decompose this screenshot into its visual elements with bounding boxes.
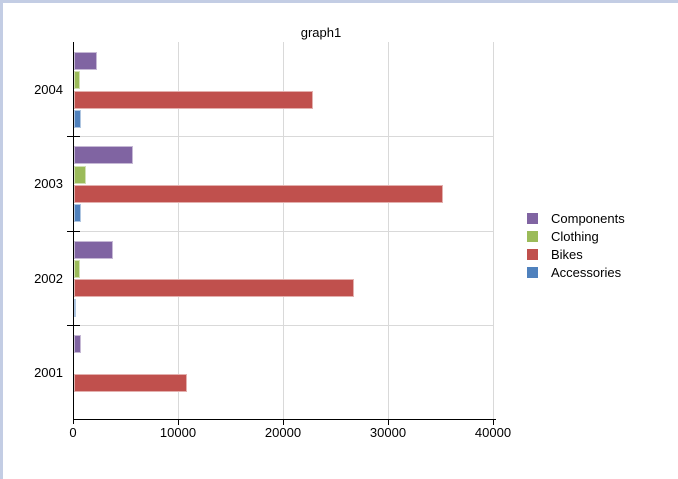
gridline-x-20000 bbox=[283, 42, 284, 419]
bar-components-2003 bbox=[74, 146, 133, 165]
legend-label-accessories: Accessories bbox=[551, 265, 622, 280]
bar-bikes-2002 bbox=[74, 279, 355, 298]
y-axis-line bbox=[73, 42, 74, 424]
x-tick-40000 bbox=[493, 420, 494, 425]
bar-clothing-2002 bbox=[74, 259, 80, 278]
bar-clothing-2003 bbox=[74, 165, 87, 184]
gridline-category-separator bbox=[73, 231, 493, 232]
legend-label-components: Components bbox=[551, 211, 625, 226]
bar-components-2001 bbox=[74, 334, 81, 353]
x-axis-label-40000: 40000 bbox=[474, 425, 512, 440]
y-axis-label-2003: 2003 bbox=[34, 176, 63, 192]
chart-title: graph1 bbox=[300, 25, 342, 40]
bar-bikes-2004 bbox=[74, 90, 314, 109]
bar-clothing-2004 bbox=[74, 71, 80, 90]
legend: Components Clothing Bikes Accessories bbox=[527, 211, 625, 284]
legend-label-bikes: Bikes bbox=[551, 247, 583, 262]
legend-swatch-accessories bbox=[527, 267, 538, 278]
category-tick bbox=[67, 325, 80, 326]
gridline-category-separator bbox=[73, 325, 493, 326]
gridline-category-separator bbox=[73, 136, 493, 137]
bar-components-2004 bbox=[74, 52, 98, 70]
x-axis-label-0: 0 bbox=[69, 425, 77, 440]
x-tick-30000 bbox=[388, 420, 389, 425]
gridline-x-40000 bbox=[493, 42, 494, 419]
category-tick bbox=[67, 231, 80, 232]
bar-accessories-2002 bbox=[74, 298, 76, 317]
x-axis-label-20000: 20000 bbox=[264, 425, 302, 440]
category-tick bbox=[67, 136, 80, 137]
y-axis-label-2004: 2004 bbox=[34, 82, 63, 98]
legend-item-clothing: Clothing bbox=[527, 229, 625, 244]
gridline-x-30000 bbox=[388, 42, 389, 419]
bar-bikes-2001 bbox=[74, 373, 188, 392]
legend-item-bikes: Bikes bbox=[527, 247, 625, 262]
legend-item-accessories: Accessories bbox=[527, 265, 625, 280]
legend-swatch-bikes bbox=[527, 249, 538, 260]
x-axis-line bbox=[73, 419, 496, 420]
legend-label-clothing: Clothing bbox=[551, 229, 599, 244]
legend-item-components: Components bbox=[527, 211, 625, 226]
x-axis-label-10000: 10000 bbox=[159, 425, 197, 440]
y-axis-label-2002: 2002 bbox=[34, 270, 63, 286]
bar-accessories-2004 bbox=[74, 110, 81, 129]
gridline-x-10000 bbox=[178, 42, 179, 419]
bar-accessories-2003 bbox=[74, 204, 82, 223]
bar-bikes-2003 bbox=[74, 185, 443, 204]
x-axis-label-30000: 30000 bbox=[369, 425, 407, 440]
x-tick-20000 bbox=[283, 420, 284, 425]
bar-components-2002 bbox=[74, 240, 113, 259]
legend-swatch-clothing bbox=[527, 231, 538, 242]
legend-swatch-components bbox=[527, 213, 538, 224]
x-tick-10000 bbox=[178, 420, 179, 425]
y-axis-label-2001: 2001 bbox=[34, 364, 63, 380]
plot-area bbox=[67, 42, 496, 425]
